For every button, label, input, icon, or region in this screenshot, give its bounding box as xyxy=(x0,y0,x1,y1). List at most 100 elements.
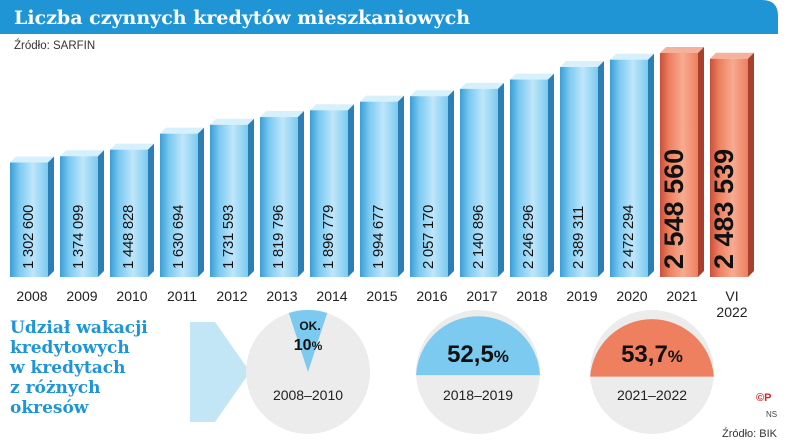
share-period: 2018–2019 xyxy=(443,387,513,403)
bar-front xyxy=(610,59,648,277)
bar-side xyxy=(448,90,454,277)
x-tick-label: 2017 xyxy=(466,288,497,304)
bar-value-label: 2 483 539 xyxy=(709,149,739,269)
bar-value-label: 1 302 600 xyxy=(20,205,37,269)
bar-front xyxy=(10,162,48,277)
bar-front xyxy=(60,156,98,277)
share-value: 10% xyxy=(294,337,323,354)
bar xyxy=(610,53,654,277)
bar-top xyxy=(360,95,404,102)
share-value: 52,5% xyxy=(447,341,509,368)
bar-side xyxy=(598,60,604,278)
bar-value-label: 2 246 296 xyxy=(520,205,537,269)
share-number: 52,5 xyxy=(447,341,494,368)
arrow-shape xyxy=(190,322,250,422)
bar xyxy=(710,52,754,277)
bar-top xyxy=(460,82,504,89)
shares-label-line: Udział wakacji xyxy=(10,318,148,338)
x-tick-label: 2022 xyxy=(716,304,747,320)
bar-value-label: 2 548 560 xyxy=(659,149,689,269)
bar-front xyxy=(210,124,248,277)
x-tick-label: 2014 xyxy=(316,288,347,304)
bar-front xyxy=(460,88,498,277)
bar xyxy=(260,111,304,277)
bar-value-label: 2 472 294 xyxy=(620,205,637,269)
bar-front xyxy=(110,149,148,277)
bar-side xyxy=(148,143,154,277)
bar-front xyxy=(560,66,598,278)
bar-front xyxy=(160,133,198,277)
bar-side xyxy=(698,47,704,277)
x-tick-label: 2013 xyxy=(266,288,297,304)
bar-top xyxy=(10,156,54,163)
chart-title: Liczba czynnych kredytów mieszkaniowych xyxy=(14,7,471,29)
bar-side xyxy=(298,111,304,277)
share-period: 2008–2010 xyxy=(273,387,343,403)
bar-chart: 1 302 600 2008 1 374 099 2009 1 448 828 2010 1… xyxy=(10,47,754,320)
share-disc: 53,7% 2021–2022 xyxy=(590,310,714,434)
bar xyxy=(460,82,504,277)
bar-front xyxy=(410,96,448,277)
bar xyxy=(560,60,604,278)
bar xyxy=(410,90,454,277)
x-tick-label: 2016 xyxy=(416,288,447,304)
bar-value-label: 1 630 694 xyxy=(170,205,187,269)
x-tick-label: 2018 xyxy=(516,288,547,304)
share-number: 10 xyxy=(294,337,312,354)
author-initials: NS xyxy=(766,410,778,419)
bar-front xyxy=(260,117,298,277)
bar-value-label: 1 994 677 xyxy=(370,205,387,269)
share-fill xyxy=(416,316,540,376)
bar-value-label: 1 448 828 xyxy=(120,205,137,269)
share-unit: % xyxy=(668,347,683,366)
share-wedge xyxy=(288,310,328,372)
bar-front xyxy=(510,79,548,277)
bar xyxy=(310,104,354,277)
x-tick-label: 2009 xyxy=(66,288,97,304)
x-tick-label: 2015 xyxy=(366,288,397,304)
share-fill xyxy=(590,319,714,377)
bar-side xyxy=(248,118,254,277)
bar-top xyxy=(660,47,704,53)
bar-side xyxy=(498,82,504,277)
bar-top xyxy=(60,150,104,157)
share-disc: OK. 10% 2008–2010 xyxy=(246,310,370,434)
title-banner xyxy=(0,0,778,34)
bar-value-label: 2 140 896 xyxy=(470,205,487,269)
bar-top xyxy=(510,73,554,80)
bar-top xyxy=(410,90,454,97)
shares-label-line: w kredytach xyxy=(10,358,126,378)
bar-top xyxy=(610,53,654,60)
bar-front xyxy=(360,101,398,277)
shares-label-line: kredytowych xyxy=(10,338,130,358)
x-tick-label: 2008 xyxy=(16,288,47,304)
bar xyxy=(660,47,704,277)
bar-top xyxy=(110,143,154,150)
bar-front xyxy=(660,53,698,277)
bar-value-label: 1 374 099 xyxy=(70,205,87,269)
bar-front xyxy=(310,110,348,277)
bar-top xyxy=(210,118,254,125)
x-tick-label: 2012 xyxy=(216,288,247,304)
bar-side xyxy=(48,156,54,277)
bar-value-label: 1 896 779 xyxy=(320,205,337,269)
share-unit: % xyxy=(312,339,323,353)
bar-side xyxy=(548,73,554,277)
bar-side xyxy=(198,127,204,277)
bar-side xyxy=(398,95,404,277)
shares-label-line: okresów xyxy=(10,398,89,418)
shares-label: Udział wakacji kredytowych w kredytach z… xyxy=(10,318,170,418)
bar-top xyxy=(310,104,354,111)
bar-side xyxy=(648,53,654,277)
x-tick-label: 2010 xyxy=(116,288,147,304)
share-prefix: OK. xyxy=(299,319,320,333)
x-tick-label: 2021 xyxy=(666,288,697,304)
bar xyxy=(210,118,254,277)
bar-side xyxy=(348,104,354,277)
share-period: 2021–2022 xyxy=(617,387,687,403)
bar xyxy=(60,150,104,277)
bar-value-label: 2 389 311 xyxy=(570,206,587,269)
source-bik: Źródło: BIK xyxy=(722,428,778,440)
bar xyxy=(360,95,404,277)
bar-side xyxy=(98,150,104,277)
